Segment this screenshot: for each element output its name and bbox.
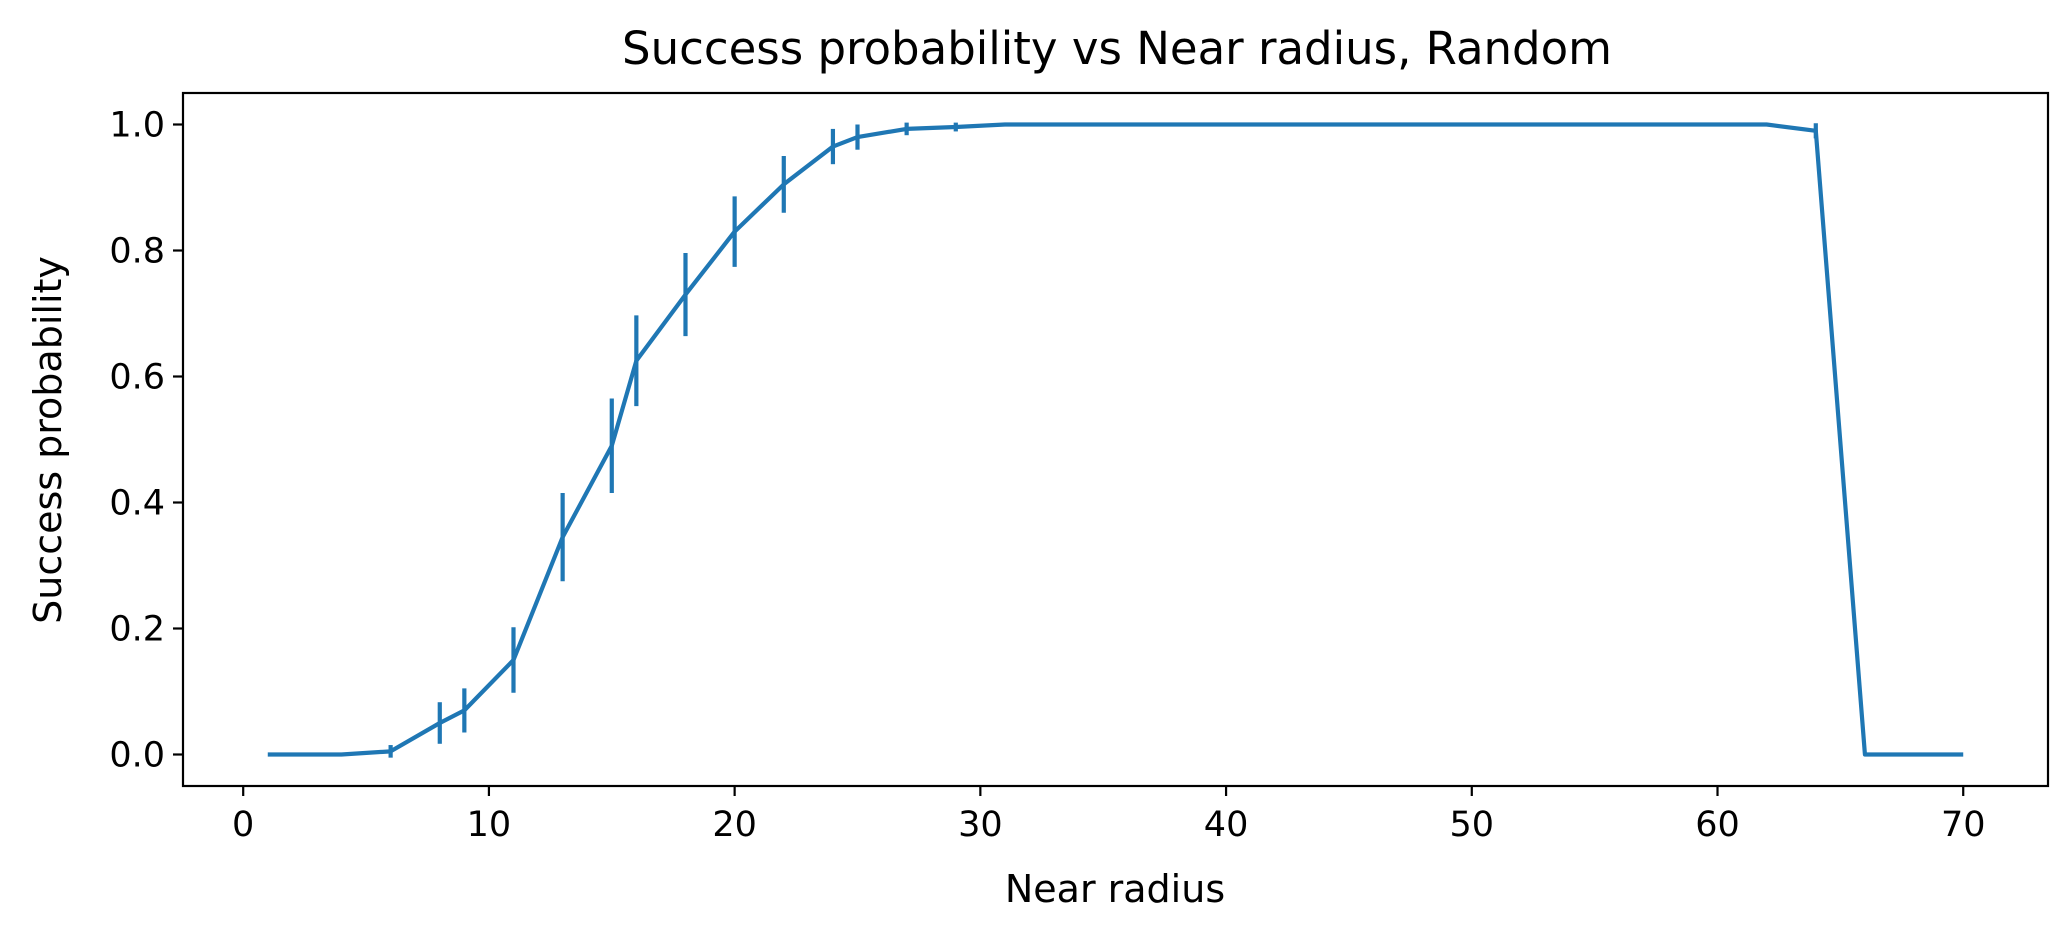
plot-area-frame [181, 91, 2050, 788]
x-tick-label: 70 [1941, 805, 1986, 845]
x-tick-label: 30 [958, 805, 1003, 845]
y-tick-label: 0.8 [109, 232, 165, 272]
y-tick-label: 0.6 [109, 358, 165, 398]
x-tick-label: 60 [1695, 805, 1740, 845]
y-tick-label: 0.2 [109, 610, 165, 650]
x-tick-label: 10 [467, 805, 512, 845]
x-tick-label: 50 [1450, 805, 1495, 845]
y-axis-ticks: 0.0 0.2 0.4 0.6 0.8 1.0 [109, 106, 183, 776]
x-axis-label: Near radius [1005, 867, 1225, 911]
x-tick-label: 0 [232, 805, 254, 845]
x-tick-label: 20 [712, 805, 757, 845]
y-axis-label: Success probability [26, 256, 70, 624]
x-tick-label: 40 [1204, 805, 1249, 845]
series-line [267, 122, 1964, 757]
y-tick-label: 0.0 [109, 736, 165, 776]
chart-title: Success probability vs Near radius, Rand… [622, 22, 1612, 75]
y-tick-label: 1.0 [109, 106, 165, 146]
x-axis-ticks: 0 10 20 30 40 50 60 70 [232, 786, 1986, 845]
y-tick-label: 0.4 [109, 484, 165, 524]
